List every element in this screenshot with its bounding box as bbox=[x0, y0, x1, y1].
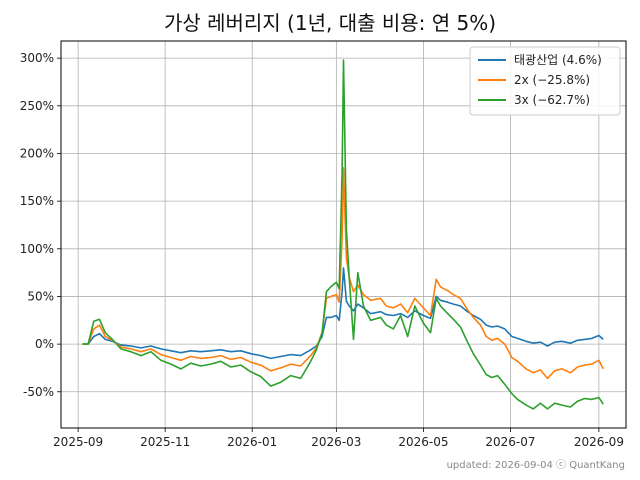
y-tick-label: 150% bbox=[20, 194, 54, 208]
footer-credit: updated: 2026-09-04 ⓒ QuantKang bbox=[447, 459, 625, 471]
y-tick-label: 100% bbox=[20, 242, 54, 256]
chart-title: 가상 레버리지 (1년, 대출 비용: 연 5%) bbox=[164, 11, 496, 35]
legend-label-3x: 3x (−62.7%) bbox=[514, 93, 590, 107]
y-tick-label: 300% bbox=[20, 51, 54, 65]
x-tick-label: 2026-05 bbox=[398, 435, 448, 449]
legend: 태광산업 (4.6%) 2x (−25.8%) 3x (−62.7%) bbox=[469, 46, 621, 116]
y-axis: -50% 0% 50% 100% 150% 200% 250% 300% bbox=[20, 51, 61, 399]
series-lines bbox=[82, 59, 604, 410]
x-tick-label: 2025-09 bbox=[53, 435, 103, 449]
y-tick-label: 250% bbox=[20, 99, 54, 113]
plot-frame bbox=[60, 40, 627, 429]
x-tick-label: 2026-03 bbox=[311, 435, 361, 449]
legend-label-1x: 태광산업 (4.6%) bbox=[514, 53, 602, 67]
series-line-1x bbox=[82, 267, 604, 360]
y-tick-label: 50% bbox=[27, 289, 54, 303]
series-line-2x bbox=[82, 167, 604, 380]
x-tick-label: 2026-07 bbox=[485, 435, 535, 449]
legend-label-2x: 2x (−25.8%) bbox=[514, 73, 590, 87]
x-tick-label: 2026-09 bbox=[574, 435, 624, 449]
x-axis: 2025-09 2025-11 2026-01 2026-03 2026-05 2026-… bbox=[53, 428, 624, 449]
y-tick-label: 0% bbox=[35, 337, 54, 351]
legend-box bbox=[469, 46, 621, 116]
x-tick-label: 2025-11 bbox=[140, 435, 190, 449]
series-line-3x bbox=[82, 59, 604, 410]
y-tick-label: -50% bbox=[23, 385, 54, 399]
x-tick-label: 2026-01 bbox=[227, 435, 277, 449]
y-tick-label: 200% bbox=[20, 146, 54, 160]
